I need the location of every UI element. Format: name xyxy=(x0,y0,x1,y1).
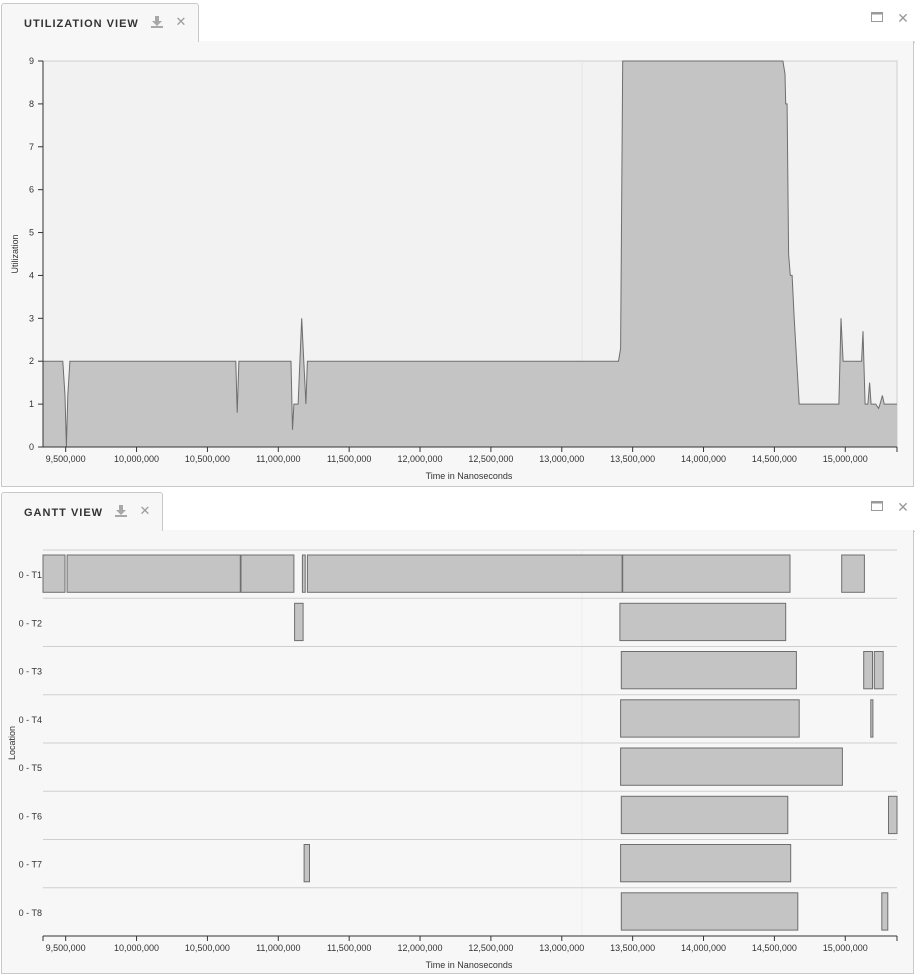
y-axis-label: Utilization xyxy=(10,234,20,273)
utilization-panel: 0 1 2 3 4 5 6 7 8 9 9,500,000 10,000,000 10,500,000 1… xyxy=(1,41,914,487)
x-tick-label: 10,000,000 xyxy=(114,943,159,953)
y-tick-label: 2 xyxy=(29,356,34,366)
gantt-bar xyxy=(622,554,791,593)
gantt-bar xyxy=(306,554,623,593)
y-tick-label: 6 xyxy=(29,185,34,195)
utilization-area xyxy=(43,61,897,447)
utilization-chart[interactable]: 0 1 2 3 4 5 6 7 8 9 9,500,000 10,000,000 10,500,000 1… xyxy=(2,41,915,486)
gantt-bar xyxy=(873,651,884,690)
x-tick-label: 12,500,000 xyxy=(468,943,513,953)
maximize-icon[interactable] xyxy=(869,10,885,26)
gantt-bar xyxy=(620,651,797,690)
x-tick-label: 13,000,000 xyxy=(539,943,584,953)
gantt-bar xyxy=(303,844,311,883)
gantt-bar xyxy=(620,699,800,738)
row-label: 0 - T4 xyxy=(19,715,42,725)
gantt-chart[interactable]: 0 - T1 0 - T2 0 - T3 0 - T4 0 - T5 0 - T6 0 - … xyxy=(2,530,915,973)
gantt-panel: 0 - T1 0 - T2 0 - T3 0 - T4 0 - T5 0 - T6 0 - … xyxy=(1,530,914,974)
x-tick-label: 10,500,000 xyxy=(185,454,230,464)
x-tick-label: 11,000,000 xyxy=(256,943,300,953)
gantt-bar xyxy=(881,892,889,931)
x-tick-label: 15,000,000 xyxy=(823,943,868,953)
tab-utilization-view[interactable]: UTILIZATION VIEW ✕ xyxy=(1,3,199,42)
gantt-bar xyxy=(620,795,789,835)
row-label: 0 - T3 xyxy=(19,667,42,677)
gantt-tabstrip: GANTT VIEW ✕ ✕ xyxy=(0,491,917,532)
row-label: 0 - T8 xyxy=(19,908,42,918)
gantt-bar xyxy=(888,795,898,835)
y-tick-label: 0 xyxy=(29,442,34,452)
x-tick-label: 11,500,000 xyxy=(327,943,371,953)
utilization-tabstrip: UTILIZATION VIEW ✕ ✕ xyxy=(0,2,917,43)
x-tick-label: 13,500,000 xyxy=(610,454,655,464)
row-label: 0 - T6 xyxy=(19,811,42,821)
gantt-bar xyxy=(841,554,865,593)
x-tick-label: 13,500,000 xyxy=(610,943,655,953)
y-axis-label: Location xyxy=(7,726,17,760)
gantt-bar xyxy=(42,554,66,593)
x-tick-label: 15,000,000 xyxy=(823,454,868,464)
y-tick-label: 8 xyxy=(29,99,34,109)
x-tick-label: 9,500,000 xyxy=(46,943,86,953)
utilization-line xyxy=(43,60,897,448)
tab-gantt-view[interactable]: GANTT VIEW ✕ xyxy=(1,492,163,531)
row-label: 0 - T1 xyxy=(19,570,42,580)
row-label: 0 - T2 xyxy=(19,618,42,628)
gantt-bar xyxy=(294,602,304,642)
x-tick-label: 13,000,000 xyxy=(539,454,584,464)
close-icon[interactable]: ✕ xyxy=(175,14,187,29)
gantt-bar xyxy=(863,651,874,690)
x-tick-label: 12,000,000 xyxy=(398,454,443,464)
x-tick-label: 10,500,000 xyxy=(185,943,230,953)
y-tick-label: 7 xyxy=(29,142,34,152)
x-tick-label: 11,500,000 xyxy=(327,454,371,464)
x-tick-label: 9,500,000 xyxy=(46,454,86,464)
gantt-bar xyxy=(620,747,843,786)
gantt-bar xyxy=(66,554,241,593)
gantt-bar xyxy=(620,844,792,883)
x-tick-label: 14,500,000 xyxy=(752,454,797,464)
x-axis-label: Time in Nanoseconds xyxy=(426,960,513,970)
download-icon[interactable] xyxy=(114,504,128,518)
y-tick-label: 5 xyxy=(29,228,34,238)
tab-title-gantt: GANTT VIEW xyxy=(24,507,104,519)
x-axis-label: Time in Nanoseconds xyxy=(426,471,513,481)
gantt-bar xyxy=(620,892,799,931)
x-tick-label: 10,000,000 xyxy=(114,454,159,464)
x-tick-label: 14,500,000 xyxy=(752,943,797,953)
x-tick-label: 14,000,000 xyxy=(681,454,726,464)
maximize-icon[interactable] xyxy=(869,499,885,515)
tab-title-utilization: UTILIZATION VIEW xyxy=(24,18,139,30)
row-label: 0 - T7 xyxy=(19,860,42,870)
y-tick-label: 9 xyxy=(29,56,34,66)
x-tick-label: 12,500,000 xyxy=(468,454,513,464)
x-tick-label: 12,000,000 xyxy=(398,943,443,953)
y-tick-label: 3 xyxy=(29,313,34,323)
gantt-bar xyxy=(240,554,295,593)
gantt-bar xyxy=(870,699,874,738)
x-tick-label: 11,000,000 xyxy=(256,454,300,464)
y-tick-label: 4 xyxy=(29,270,34,280)
window-close-icon[interactable]: ✕ xyxy=(897,499,909,515)
x-tick-label: 14,000,000 xyxy=(681,943,726,953)
close-icon[interactable]: ✕ xyxy=(139,503,151,518)
download-icon[interactable] xyxy=(150,15,164,29)
window-close-icon[interactable]: ✕ xyxy=(897,10,909,26)
y-tick-label: 1 xyxy=(29,399,34,409)
gantt-bar xyxy=(301,554,306,593)
gantt-bar xyxy=(619,602,787,642)
row-label: 0 - T5 xyxy=(19,763,42,773)
